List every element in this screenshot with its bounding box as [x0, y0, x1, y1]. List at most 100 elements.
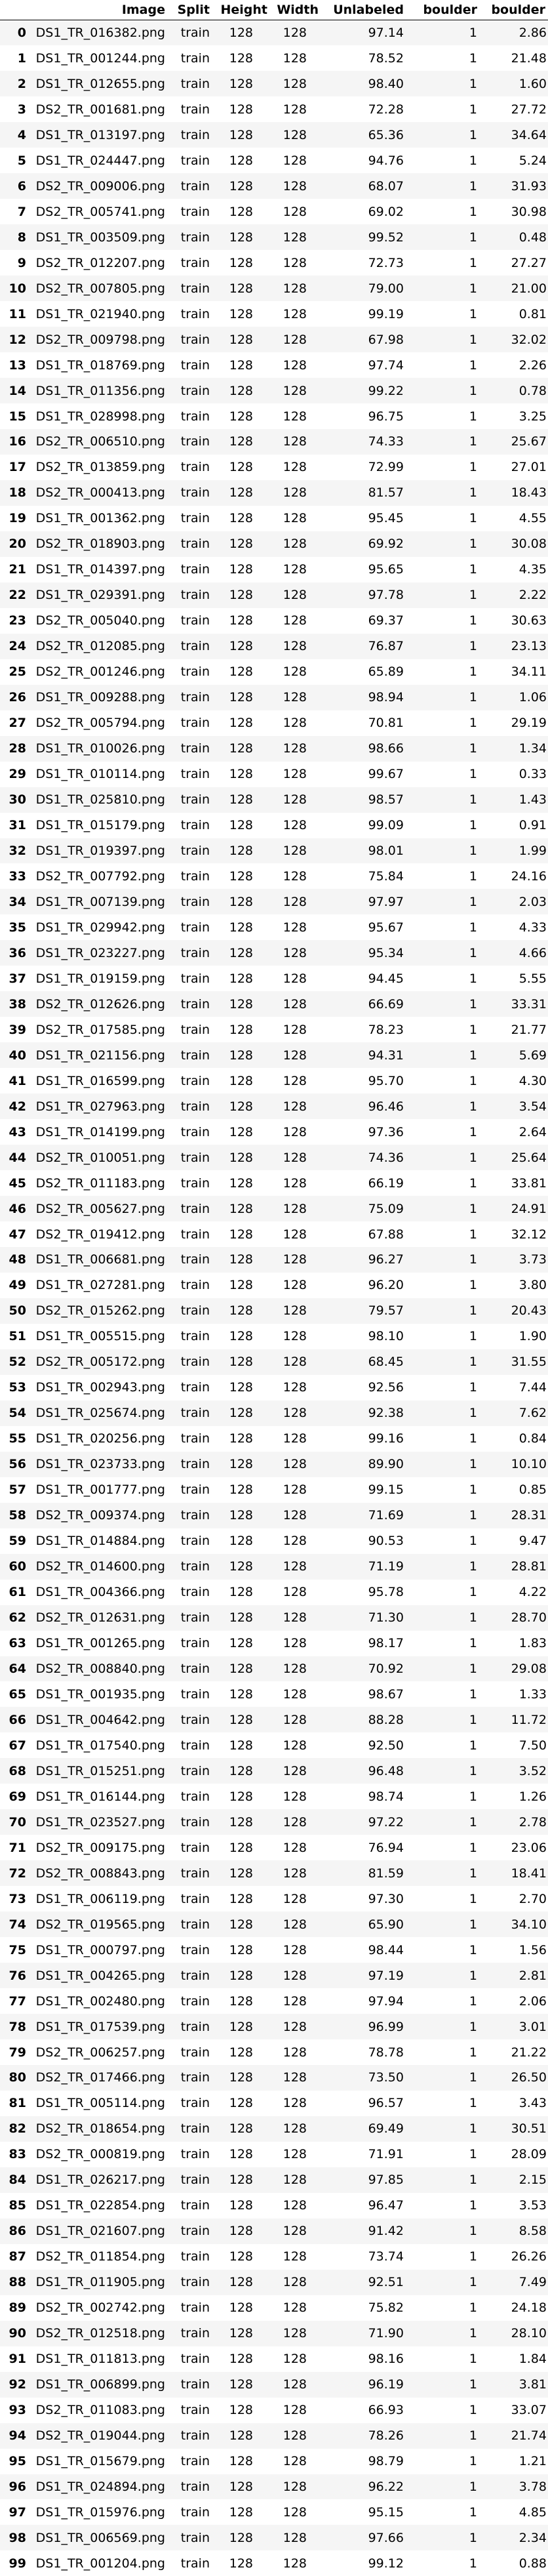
header-boulder-percent: boulder [480, 0, 548, 20]
table-row: 78 DS1_TR_017539.png train 128 128 96.99 1 3.01 [0, 2014, 548, 2040]
unlabeled-cell: 98.67 [368, 1687, 404, 1702]
split-cell: train [180, 562, 210, 577]
table-row: 85 DS1_TR_022854.png train 128 128 96.47 1 3.53 [0, 2192, 548, 2218]
table-row: 1 DS1_TR_001244.png train 128 128 78.52 1 21.48 [0, 45, 548, 72]
table-row: 96 DS1_TR_024894.png train 128 128 96.22 1 3.78 [0, 2474, 548, 2500]
width-cell: 128 [283, 2454, 307, 2469]
table-row: 50 DS2_TR_015262.png train 128 128 79.57 1 20.4… [0, 1298, 548, 1324]
row-index: 88 [9, 2275, 26, 2290]
table-row: 70 DS1_TR_023527.png train 128 128 97.22 1 2.78 [0, 1809, 548, 1835]
split-cell: train [180, 664, 210, 680]
split-cell: train [180, 1457, 210, 1472]
unlabeled-cell: 94.45 [368, 971, 404, 986]
height-cell: 128 [229, 358, 253, 373]
boulder-count-cell: 1 [469, 281, 477, 296]
row-index: 72 [9, 1866, 26, 1881]
height-cell: 128 [229, 716, 253, 731]
table-row: 62 DS2_TR_012631.png train 128 128 71.30 1 28.7… [0, 1605, 548, 1631]
split-cell: train [180, 690, 210, 705]
table-row: 86 DS1_TR_021607.png train 128 128 91.42 1 8.58 [0, 2218, 548, 2244]
boulder-count-cell: 1 [469, 971, 477, 986]
table-row: 15 DS1_TR_028998.png train 128 128 96.75 1 3.25 [0, 403, 548, 429]
image-cell: DS1_TR_001265.png [35, 1636, 165, 1651]
unlabeled-cell: 97.30 [368, 1891, 404, 1906]
width-cell: 128 [283, 1355, 307, 1370]
unlabeled-cell: 98.17 [368, 1636, 404, 1651]
image-cell: DS1_TR_006681.png [35, 1252, 165, 1267]
split-cell: train [180, 2045, 210, 2060]
row-index: 62 [9, 1610, 26, 1625]
image-cell: DS1_TR_026217.png [35, 2173, 165, 2188]
image-cell: DS1_TR_023733.png [35, 1457, 165, 1472]
image-cell: DS1_TR_010026.png [35, 741, 165, 756]
unlabeled-cell: 92.50 [368, 1738, 404, 1753]
boulder-count-cell: 1 [469, 2352, 477, 2367]
row-index: 0 [17, 26, 26, 41]
height-cell: 128 [229, 511, 253, 526]
height-cell: 128 [229, 1022, 253, 1037]
height-cell: 128 [229, 1763, 253, 1778]
boulder-percent-cell: 21.74 [511, 2428, 547, 2443]
height-cell: 128 [229, 1508, 253, 1523]
boulder-count-cell: 1 [469, 409, 477, 424]
boulder-percent-cell: 3.43 [519, 2096, 547, 2111]
boulder-count-cell: 1 [469, 1942, 477, 1957]
boulder-count-cell: 1 [469, 1252, 477, 1267]
boulder-count-cell: 1 [469, 869, 477, 884]
unlabeled-cell: 78.23 [368, 1022, 404, 1037]
boulder-percent-cell: 2.81 [519, 1968, 547, 1983]
height-cell: 128 [229, 178, 253, 194]
split-cell: train [180, 153, 210, 168]
height-cell: 128 [229, 1201, 253, 1216]
image-cell: DS1_TR_023227.png [35, 945, 165, 960]
unlabeled-cell: 68.45 [368, 1355, 404, 1370]
width-cell: 128 [283, 153, 307, 168]
boulder-count-cell: 1 [469, 1738, 477, 1753]
row-index: 40 [9, 1048, 26, 1063]
row-index: 74 [9, 1917, 26, 1932]
table-row: 90 DS2_TR_012518.png train 128 128 71.90 1 28.1… [0, 2320, 548, 2346]
unlabeled-cell: 96.20 [368, 1278, 404, 1293]
row-index: 2 [17, 76, 26, 91]
unlabeled-cell: 97.78 [368, 588, 404, 603]
height-cell: 128 [229, 2556, 253, 2571]
boulder-count-cell: 1 [469, 1840, 477, 1855]
table-row: 87 DS2_TR_011854.png train 128 128 73.74 1 26.2… [0, 2243, 548, 2270]
boulder-count-cell: 1 [469, 204, 477, 219]
table-row: 73 DS1_TR_006119.png train 128 128 97.30 1 2.70 [0, 1886, 548, 1912]
boulder-percent-cell: 3.54 [519, 1099, 547, 1114]
image-cell: DS1_TR_004265.png [35, 1968, 165, 1983]
height-cell: 128 [229, 2121, 253, 2136]
height-cell: 128 [229, 332, 253, 347]
boulder-count-cell: 1 [469, 332, 477, 347]
image-cell: DS1_TR_001204.png [35, 2556, 165, 2571]
height-cell: 128 [229, 1610, 253, 1625]
unlabeled-cell: 98.66 [368, 741, 404, 756]
table-row: 16 DS2_TR_006510.png train 128 128 74.33 1 25.6… [0, 429, 548, 455]
boulder-count-cell: 1 [469, 1508, 477, 1523]
boulder-count-cell: 1 [469, 230, 477, 245]
row-index: 38 [9, 996, 26, 1012]
height-cell: 128 [229, 664, 253, 680]
height-cell: 128 [229, 230, 253, 245]
unlabeled-cell: 68.07 [368, 178, 404, 194]
header-width: Width [270, 0, 321, 20]
unlabeled-cell: 97.22 [368, 1814, 404, 1830]
split-cell: train [180, 2556, 210, 2571]
unlabeled-cell: 79.00 [368, 281, 404, 296]
height-cell: 128 [229, 741, 253, 756]
unlabeled-cell: 97.97 [368, 894, 404, 909]
boulder-percent-cell: 18.43 [511, 485, 547, 501]
table-row: 76 DS1_TR_004265.png train 128 128 97.19 1 2.81 [0, 1963, 548, 1989]
table-row: 91 DS1_TR_011813.png train 128 128 98.16 1 1.84 [0, 2346, 548, 2372]
width-cell: 128 [283, 1124, 307, 1139]
row-index: 27 [9, 716, 26, 731]
split-cell: train [180, 1150, 210, 1165]
table-row: 34 DS1_TR_007139.png train 128 128 97.97 1 2.03 [0, 889, 548, 915]
boulder-percent-cell: 0.33 [519, 767, 547, 782]
width-cell: 128 [283, 1329, 307, 1344]
split-cell: train [180, 1303, 210, 1319]
height-cell: 128 [229, 920, 253, 935]
table-row: 77 DS1_TR_002480.png train 128 128 97.94 1 2.06 [0, 1988, 548, 2014]
row-index: 15 [9, 409, 26, 424]
